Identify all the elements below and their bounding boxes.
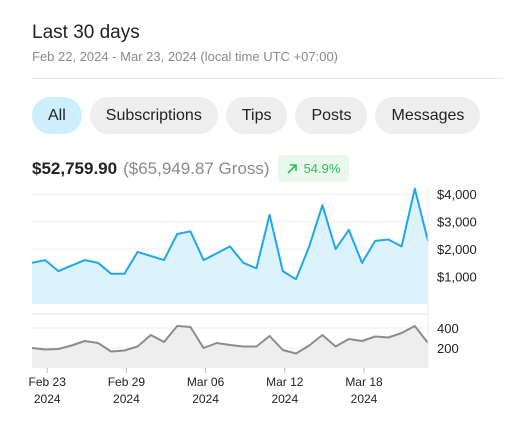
secondary-tick-label: 200: [437, 341, 459, 356]
filter-tabs: All Subscriptions Tips Posts Messages: [32, 97, 481, 134]
x-tick-label: Feb 23: [29, 375, 67, 389]
main-tick-label: $4,000: [437, 187, 477, 202]
x-tick-year-label: 2024: [271, 392, 298, 406]
main-tick-label: $1,000: [437, 270, 477, 285]
page-title: Last 30 days: [32, 22, 140, 43]
date-range-subtitle: Feb 22, 2024 - Mar 23, 2024 (local time …: [32, 49, 339, 64]
change-badge: 54.9%: [277, 155, 350, 182]
x-tick-label: Feb 29: [108, 375, 146, 389]
secondary-chart-line: [31, 325, 429, 355]
tab-subscriptions[interactable]: Subscriptions: [89, 97, 218, 134]
secondary-chart-area: [32, 326, 428, 368]
x-tick-year-label: 2024: [113, 392, 140, 406]
net-earnings: $52,759.90: [32, 158, 118, 178]
gross-earnings: ($65,949.87 Gross): [123, 158, 270, 178]
x-tick-label: Mar 12: [266, 375, 304, 389]
x-tick-year-label: 2024: [34, 392, 61, 406]
main-chart-area: [32, 188, 428, 304]
arrow-up-right-icon: [287, 164, 297, 174]
earnings-summary: $52,759.90 ($65,949.87 Gross) 54.9%: [32, 155, 350, 182]
header-divider: [32, 78, 502, 79]
main-tick-label: $3,000: [437, 215, 477, 230]
tab-all[interactable]: All: [32, 97, 82, 134]
change-percent: 54.9%: [303, 161, 341, 176]
main-chart-line: [31, 187, 429, 281]
tab-posts[interactable]: Posts: [295, 97, 368, 134]
x-tick-year-label: 2024: [351, 392, 378, 406]
x-tick-year-label: 2024: [192, 392, 219, 406]
tab-messages[interactable]: Messages: [375, 97, 481, 134]
tab-tips[interactable]: Tips: [225, 97, 288, 134]
x-tick-label: Mar 18: [345, 375, 383, 389]
x-tick-label: Mar 06: [187, 375, 225, 389]
main-tick-label: $2,000: [437, 242, 477, 257]
secondary-tick-label: 400: [437, 321, 459, 336]
